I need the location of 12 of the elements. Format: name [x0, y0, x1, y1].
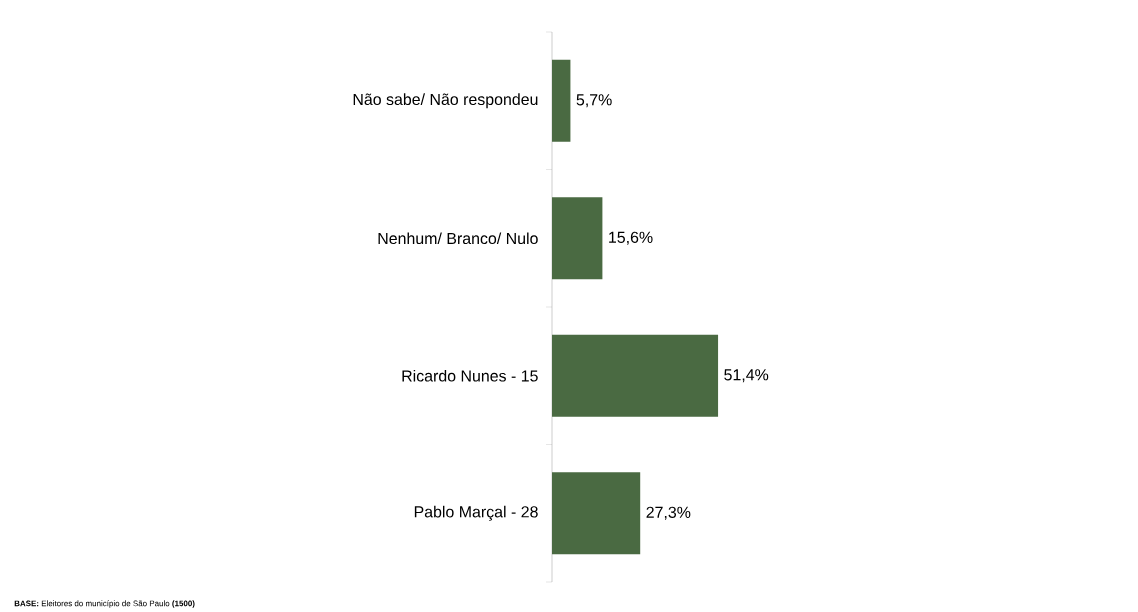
bar	[552, 334, 719, 417]
data-label: 27,3%	[646, 506, 691, 520]
data-label: 5,7%	[576, 94, 612, 108]
y-tick-label: Não sabe/ Não respondeu	[353, 93, 538, 109]
bar	[552, 59, 571, 142]
y-tick-label: Ricardo Nunes - 15	[402, 369, 538, 382]
bar	[552, 472, 641, 555]
data-label: 15,6%	[609, 231, 653, 245]
data-label: 51,4%	[724, 369, 769, 383]
bar	[552, 197, 603, 280]
y-tick-label: Nenhum/ Branco/ Nulo	[378, 232, 538, 245]
y-tick-label: Pablo Marçal - 28	[414, 505, 538, 521]
